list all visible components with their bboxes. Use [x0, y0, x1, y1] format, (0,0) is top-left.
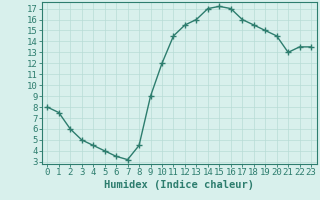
X-axis label: Humidex (Indice chaleur): Humidex (Indice chaleur)	[104, 180, 254, 190]
